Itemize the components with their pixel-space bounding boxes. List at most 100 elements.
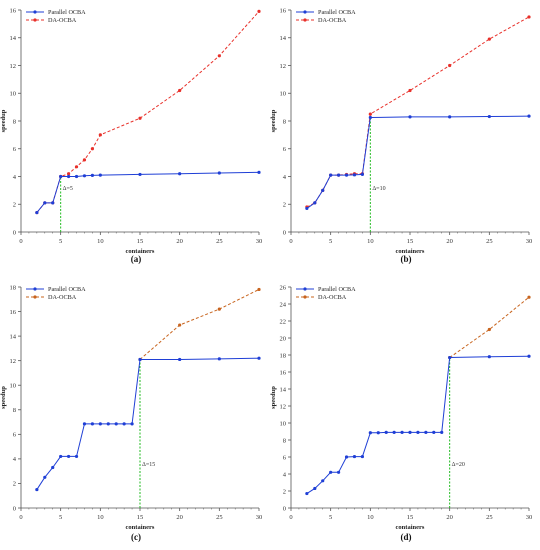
legend-label: DA-OCBA [318, 294, 347, 301]
x-tick-label: 0 [19, 514, 22, 521]
x-axis-label: containers [126, 524, 155, 531]
data-point [440, 430, 444, 434]
data-point [368, 431, 372, 435]
y-tick-label: 16 [280, 369, 287, 376]
legend-label: Parallel OCBA [48, 286, 86, 293]
legend-label: Parallel OCBA [48, 9, 86, 16]
data-point [376, 431, 380, 435]
y-tick-label: 14 [280, 386, 287, 393]
x-tick-label: 15 [137, 238, 144, 245]
y-tick-label: 2 [13, 202, 16, 209]
legend-marker [303, 295, 307, 299]
y-tick-label: 10 [280, 91, 287, 98]
y-tick-label: 4 [13, 456, 17, 463]
data-point [487, 327, 491, 332]
data-point [257, 356, 261, 360]
data-point [305, 491, 309, 496]
data-point [344, 455, 349, 459]
panel-caption: (b) [401, 254, 412, 264]
y-tick-label: 16 [280, 7, 287, 14]
series-line [306, 355, 530, 494]
x-tick-label: 10 [97, 514, 104, 521]
y-tick-label: 10 [10, 383, 17, 390]
y-tick-label: 22 [280, 318, 287, 325]
x-axis-label: containers [396, 248, 425, 255]
data-point [527, 354, 531, 358]
delta-annotation: Δ=20 [452, 462, 465, 468]
x-tick-label: 20 [446, 514, 453, 521]
data-point [98, 133, 102, 137]
y-tick-label: 6 [13, 146, 17, 153]
y-axis-label: speedup [0, 386, 7, 409]
y-axis-label: speedup [270, 386, 277, 409]
x-tick-label: 5 [59, 514, 62, 521]
y-tick-label: 10 [10, 91, 17, 98]
series-line [139, 289, 260, 360]
data-point [67, 172, 71, 176]
legend-label: DA-OCBA [48, 17, 77, 24]
data-point [106, 422, 110, 426]
data-point [487, 37, 491, 41]
data-point [138, 116, 142, 120]
y-tick-label: 16 [10, 309, 17, 316]
data-point [114, 422, 118, 426]
data-point [90, 173, 94, 177]
y-tick-label: 8 [283, 437, 286, 444]
data-point [178, 88, 182, 93]
y-axis-label: speedup [0, 109, 7, 132]
x-tick-label: 5 [329, 238, 332, 245]
data-point [360, 454, 364, 459]
data-point [384, 430, 388, 434]
data-point [98, 422, 102, 426]
data-point [527, 295, 531, 299]
delta-annotation: Δ=15 [142, 462, 155, 468]
legend-marker [33, 295, 37, 299]
x-axis-label: containers [396, 524, 425, 531]
delta-annotation: Δ=10 [372, 186, 385, 192]
legend-label: Parallel OCBA [318, 9, 356, 16]
x-tick-label: 20 [446, 238, 453, 245]
data-point [178, 323, 182, 327]
data-point [352, 454, 357, 459]
y-tick-label: 12 [280, 63, 287, 70]
legend-marker [303, 287, 307, 291]
data-point [321, 188, 325, 192]
series-line [449, 296, 530, 358]
delta-annotation: Δ=5 [63, 186, 73, 192]
x-tick-label: 25 [486, 514, 493, 521]
x-tick-label: 15 [407, 238, 414, 245]
legend-marker [33, 10, 37, 14]
data-point [527, 114, 531, 118]
x-tick-label: 30 [526, 238, 533, 245]
data-point [368, 115, 372, 120]
x-tick-label: 10 [97, 238, 104, 245]
data-point [35, 487, 39, 492]
panel-caption: (d) [401, 532, 412, 542]
data-point [527, 15, 531, 19]
y-tick-label: 4 [283, 471, 287, 478]
data-point [400, 430, 404, 434]
legend-marker [303, 10, 307, 14]
chart-panel-1: 0 5 10 15 20 25 30 0 2 4 6 8 10 12 14 16 containers speed… [0, 7, 262, 264]
y-tick-label: 2 [283, 202, 286, 209]
chart-panel-2: 0 5 10 15 20 25 30 0 2 4 6 8 10 12 14 16 containers speed… [270, 7, 532, 264]
data-point [360, 172, 364, 177]
data-point [487, 114, 491, 119]
y-tick-label: 18 [10, 284, 17, 291]
data-point [448, 63, 452, 68]
x-tick-label: 5 [329, 514, 332, 521]
y-tick-label: 24 [280, 301, 287, 308]
data-point [98, 173, 102, 177]
data-point [138, 357, 142, 362]
x-tick-label: 30 [256, 514, 263, 521]
x-tick-label: 25 [486, 238, 493, 245]
data-point [43, 201, 47, 205]
data-point [35, 210, 39, 215]
series-line [36, 171, 260, 213]
data-point [82, 422, 87, 426]
data-point [257, 287, 261, 292]
y-tick-label: 14 [10, 35, 17, 42]
y-tick-label: 6 [13, 432, 17, 439]
y-tick-label: 0 [13, 505, 16, 512]
